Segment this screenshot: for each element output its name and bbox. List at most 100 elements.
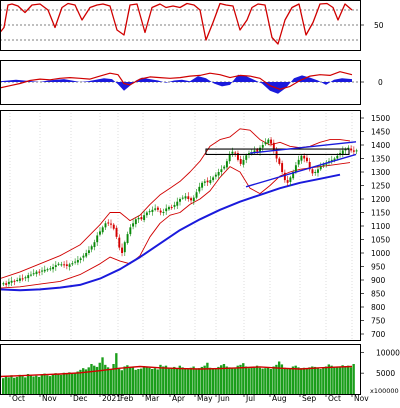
volume-bar-31 [87, 367, 90, 394]
candle-body-98 [272, 142, 275, 151]
candle-body-78 [217, 172, 220, 176]
volume-bar-26 [73, 372, 77, 394]
volume-bar-43 [120, 370, 124, 394]
volume-bar-12 [35, 375, 38, 394]
candle-body-102 [283, 172, 286, 181]
candle-body-123 [341, 150, 344, 154]
volume-bar-52 [145, 367, 148, 394]
macd-histogram-segment-41 [318, 80, 326, 85]
candle-body-21 [60, 264, 63, 266]
volume-bar-29 [82, 368, 85, 394]
volume-bar-38 [106, 367, 110, 394]
volume-bar-76 [211, 368, 215, 394]
volume-bar-68 [189, 367, 193, 394]
volume-bar-106 [294, 365, 297, 394]
volume-bar-83 [231, 368, 234, 394]
volume-unit-label: x100000 [370, 387, 399, 395]
volume-bar-11 [32, 376, 35, 394]
candle-body-36 [101, 227, 104, 233]
macd-histogram-segment-8 [64, 79, 72, 82]
volume-bar-42 [117, 368, 121, 394]
candle-body-52 [145, 212, 148, 216]
macd-histogram-segment-30 [230, 74, 238, 85]
candle-body-68 [190, 198, 193, 201]
candle-body-59 [165, 208, 168, 212]
macd-histogram-segment-43 [334, 78, 342, 82]
candle-body-91 [253, 150, 256, 153]
volume-bar-92 [255, 365, 259, 394]
candle-body-92 [256, 149, 259, 152]
macd-histogram-segment-22 [166, 80, 174, 83]
volume-bar-119 [330, 365, 333, 394]
volume-bar-66 [184, 369, 187, 394]
candle-body-23 [65, 264, 68, 266]
candle-body-73 [203, 181, 206, 183]
volume-bar-94 [261, 368, 264, 394]
volume-bar-20 [57, 374, 60, 394]
volume-bar-69 [192, 366, 195, 394]
volume-bar-18 [51, 374, 55, 394]
macd-histogram-segment-2 [16, 79, 24, 82]
volume-bar-56 [156, 369, 159, 394]
month-label-2: Dec [73, 394, 88, 403]
candle-body-33 [93, 242, 96, 248]
candle-body-42 [118, 237, 121, 248]
volume-bar-104 [289, 368, 292, 394]
candle-body-2 [7, 281, 10, 285]
volume-bar-123 [341, 365, 344, 394]
candle-body-106 [294, 165, 297, 172]
candle-body-5 [16, 280, 19, 281]
macd-histogram-segment-13 [104, 78, 112, 82]
price-tick-label-7: 1150 [371, 209, 390, 218]
price-tick-label-14: 800 [371, 303, 386, 312]
candle-body-80 [223, 166, 226, 169]
volume-bar-87 [242, 363, 245, 394]
macd-histogram-segment-7 [56, 79, 64, 82]
price-tick-label-11: 950 [371, 263, 386, 272]
volume-bar-63 [175, 368, 179, 394]
volume-bar-58 [162, 366, 165, 394]
volume-bar-62 [173, 366, 176, 394]
volume-bar-116 [322, 367, 325, 394]
candle-body-95 [264, 142, 267, 145]
price-tick-label-6: 1200 [371, 195, 390, 204]
candle-body-75 [209, 180, 212, 184]
candle-body-105 [292, 172, 295, 179]
candle-body-12 [35, 271, 38, 275]
candle-body-63 [176, 201, 179, 206]
volume-bar-54 [151, 369, 154, 394]
trend-channel-upper [249, 141, 357, 154]
volume-bar-86 [239, 364, 242, 394]
candle-body-103 [286, 180, 289, 183]
month-label-4: Feb [120, 394, 134, 403]
volume-bar-47 [131, 366, 135, 394]
volume-bar-120 [333, 366, 336, 394]
candle-body-124 [344, 149, 347, 151]
candle-body-60 [167, 207, 170, 210]
volume-bar-50 [139, 368, 143, 394]
volume-bar-84 [233, 368, 237, 394]
candle-body-100 [278, 158, 281, 164]
volume-bar-32 [90, 364, 93, 394]
macd-histogram-segment-24 [182, 79, 190, 82]
candle-body-97 [270, 139, 273, 144]
volume-bar-21 [59, 374, 63, 394]
month-label-9: Jul [245, 394, 255, 403]
candle-body-89 [248, 153, 250, 155]
candle-body-104 [289, 177, 292, 182]
volume-bar-10 [29, 375, 32, 394]
price-tick-label-15: 750 [371, 317, 386, 326]
price-tick-label-13: 850 [371, 290, 386, 299]
candle-body-67 [187, 196, 190, 199]
volume-bar-45 [126, 365, 129, 394]
candle-body-88 [245, 155, 248, 160]
volume-bar-118 [327, 364, 330, 394]
candle-body-13 [38, 271, 41, 273]
candle-body-111 [308, 162, 311, 170]
volume-bar-34 [95, 366, 99, 394]
volume-panel-frame [0, 344, 361, 395]
price-tick-label-8: 1100 [371, 222, 390, 231]
volume-bar-82 [228, 367, 231, 394]
candle-body-127 [352, 150, 355, 152]
candle-body-53 [148, 211, 151, 213]
